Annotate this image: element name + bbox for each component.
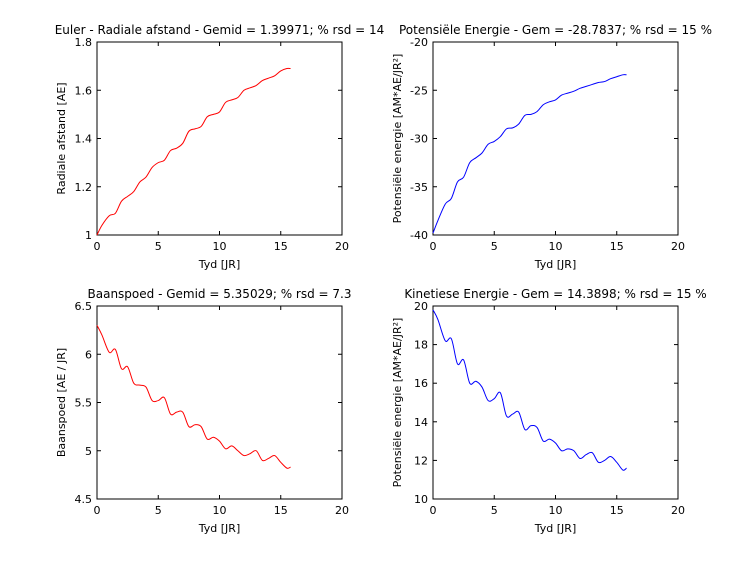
series-line bbox=[432, 309, 627, 471]
y-tick-label: 10 bbox=[414, 493, 428, 506]
y-axis-label: Potensiële energie [AM*AE/JR²] bbox=[391, 318, 404, 488]
chart-title: Potensiële Energie - Gem = -28.7837; % r… bbox=[399, 23, 712, 37]
y-tick-label: -40 bbox=[410, 229, 428, 242]
y-tick-label: -25 bbox=[410, 84, 428, 97]
y-axis-label: Baanspoed [AE / JR] bbox=[55, 348, 68, 457]
chart-panel-1: Euler - Radiale afstand - Gemid = 1.3997… bbox=[55, 23, 385, 271]
x-axis-label: Tyd [JR] bbox=[534, 258, 576, 271]
chart-title: Baanspoed - Gemid = 5.35029; % rsd = 7.3 bbox=[88, 287, 352, 301]
x-tick-label: 0 bbox=[430, 240, 437, 253]
x-tick-label: 15 bbox=[610, 240, 624, 253]
x-tick-label: 5 bbox=[155, 504, 162, 517]
x-tick-label: 10 bbox=[213, 504, 227, 517]
y-tick-label: -35 bbox=[410, 181, 428, 194]
x-axis-label: Tyd [JR] bbox=[534, 522, 576, 535]
y-tick-label: 18 bbox=[414, 339, 428, 352]
y-tick-label: 4.5 bbox=[75, 493, 93, 506]
chart-title: Euler - Radiale afstand - Gemid = 1.3997… bbox=[55, 23, 385, 37]
x-tick-label: 15 bbox=[610, 504, 624, 517]
x-tick-label: 5 bbox=[491, 240, 498, 253]
y-tick-label: 5 bbox=[85, 445, 92, 458]
y-tick-label: 14 bbox=[414, 416, 428, 429]
x-tick-label: 0 bbox=[94, 504, 101, 517]
y-axis-label: Potensiële energie [AM*AE/JR²] bbox=[391, 54, 404, 224]
x-tick-label: 20 bbox=[335, 504, 349, 517]
x-axis-label: Tyd [JR] bbox=[198, 258, 240, 271]
series-line bbox=[96, 67, 291, 236]
x-tick-label: 10 bbox=[213, 240, 227, 253]
chart-panel-4: Kinetiese Energie - Gem = 14.3898; % rsd… bbox=[391, 287, 707, 535]
x-tick-label: 0 bbox=[94, 240, 101, 253]
y-axis-label: Radiale afstand [AE] bbox=[55, 82, 68, 194]
x-tick-label: 20 bbox=[335, 240, 349, 253]
chart-panel-3: Baanspoed - Gemid = 5.35029; % rsd = 7.3… bbox=[55, 287, 352, 535]
x-axis-label: Tyd [JR] bbox=[198, 522, 240, 535]
y-tick-label: 6.5 bbox=[75, 300, 93, 313]
x-tick-label: 10 bbox=[549, 504, 563, 517]
y-tick-label: 16 bbox=[414, 377, 428, 390]
plot-area bbox=[432, 305, 679, 500]
y-tick-label: 1 bbox=[85, 229, 92, 242]
x-tick-label: 20 bbox=[671, 504, 685, 517]
series-line bbox=[96, 325, 291, 469]
y-tick-label: 1.2 bbox=[75, 181, 93, 194]
x-tick-label: 5 bbox=[155, 240, 162, 253]
chart-title: Kinetiese Energie - Gem = 14.3898; % rsd… bbox=[404, 287, 706, 301]
x-tick-label: 0 bbox=[430, 504, 437, 517]
y-tick-label: 12 bbox=[414, 454, 428, 467]
y-tick-label: 1.4 bbox=[75, 133, 93, 146]
x-tick-label: 15 bbox=[274, 504, 288, 517]
chart-panel-2: Potensiële Energie - Gem = -28.7837; % r… bbox=[391, 23, 712, 271]
y-tick-label: 5.5 bbox=[75, 397, 93, 410]
series-line bbox=[432, 74, 627, 234]
y-tick-label: -20 bbox=[410, 36, 428, 49]
y-tick-label: 1.6 bbox=[75, 84, 93, 97]
y-tick-label: 6 bbox=[85, 348, 92, 361]
y-tick-label: 20 bbox=[414, 300, 428, 313]
x-tick-label: 10 bbox=[549, 240, 563, 253]
plot-area bbox=[96, 41, 343, 236]
x-tick-label: 5 bbox=[491, 504, 498, 517]
plot-area bbox=[96, 305, 343, 500]
x-tick-label: 20 bbox=[671, 240, 685, 253]
y-tick-label: 1.8 bbox=[75, 36, 93, 49]
plot-area bbox=[432, 41, 679, 236]
x-tick-label: 15 bbox=[274, 240, 288, 253]
y-tick-label: -30 bbox=[410, 133, 428, 146]
